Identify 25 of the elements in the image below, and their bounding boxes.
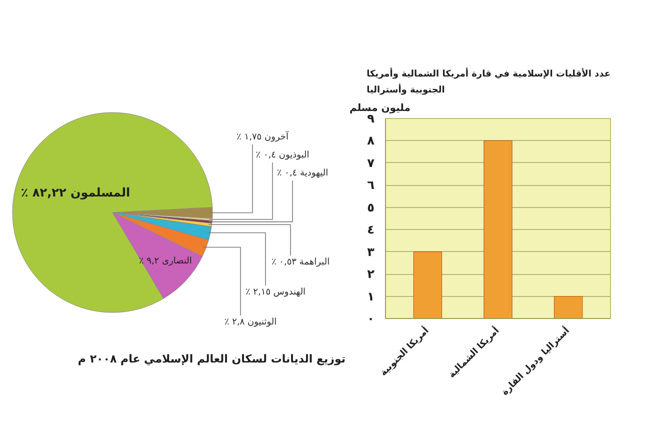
y-axis-title: مليون مسلم xyxy=(350,103,410,114)
slice-label: الهندوس ٢,١٥ ٪ xyxy=(245,288,306,298)
chart-title: عدد الأقليات الإسلامية في قارة أمريكا الشمالية وأمريكا الجنوبية وأستراليا xyxy=(366,68,611,96)
y-tick-label: ٢ xyxy=(367,267,376,282)
slice-label: النصارى ٩,٢ ٪ xyxy=(138,256,192,266)
slice-label: اليهودية ٠,٤ ٪ xyxy=(276,168,328,178)
x-tick-label: أمريكا الجنوبية xyxy=(377,324,432,378)
y-tick-label: ٩ xyxy=(367,112,376,126)
y-tick-label: ٧ xyxy=(367,156,376,170)
y-tick-label: ٥ xyxy=(367,200,375,214)
bar xyxy=(484,140,512,318)
y-tick-label: ٨ xyxy=(367,134,376,148)
slice-label: آخرون ١,٧٥ ٪ xyxy=(236,130,289,142)
y-tick-label: ٦ xyxy=(367,178,375,192)
y-tick-label: ١ xyxy=(367,289,375,304)
y-tick-label: ٤ xyxy=(367,222,375,237)
text: توزيع الديانات لسكان العالم الإسلامي عام ٢٠٠٨ م xyxy=(78,352,346,366)
y-tick-label: ٣ xyxy=(367,244,376,259)
slice-label: الوثنيون ٢,٨ ٪ xyxy=(224,318,277,328)
slice-label: البراهمة ٠,٥٣ ٪ xyxy=(271,258,330,268)
slice-label: البوذيون ٠,٤ ٪ xyxy=(256,150,310,160)
slice-label: المسلمون ٨٢,٢٢ ٪ xyxy=(20,186,130,200)
bar xyxy=(413,252,442,318)
y-tick-label: ٠ xyxy=(367,312,375,326)
bar xyxy=(554,296,583,318)
